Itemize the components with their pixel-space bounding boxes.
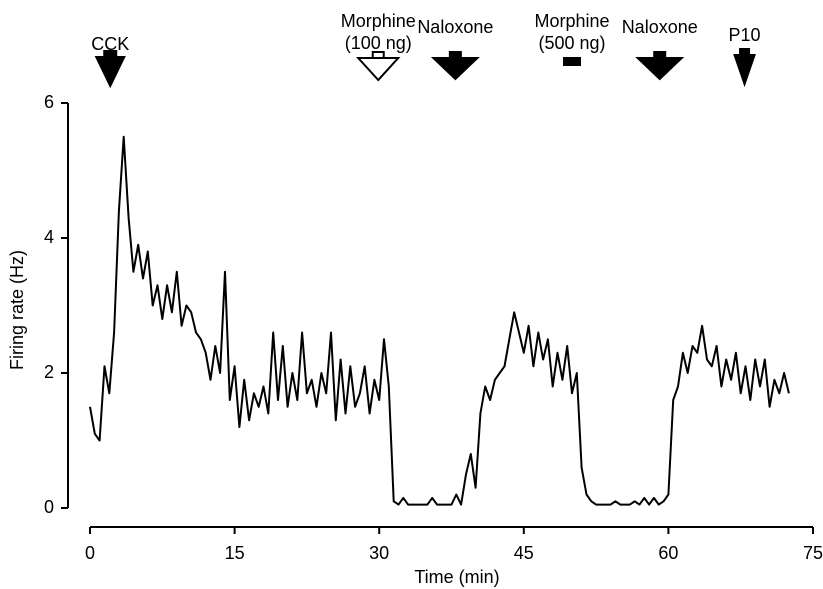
annotation-arrow (430, 57, 480, 81)
y-tick-label: 0 (44, 497, 54, 517)
x-tick-label: 45 (514, 543, 534, 563)
y-tick-label: 2 (44, 362, 54, 382)
annotation-label: Morphine (534, 11, 609, 31)
x-tick-label: 0 (85, 543, 95, 563)
annotation-label: Morphine (341, 11, 416, 31)
y-tick-label: 6 (44, 92, 54, 112)
annotation-label: Naloxone (417, 17, 493, 37)
y-tick-label: 4 (44, 227, 54, 247)
x-tick-label: 30 (369, 543, 389, 563)
annotation-label: (100 ng) (345, 33, 412, 53)
annotation-label: P10 (729, 25, 761, 45)
x-tick-label: 15 (225, 543, 245, 563)
data-line (89, 135, 790, 506)
annotation-arrow (733, 54, 756, 88)
annotation-arrow (94, 56, 126, 89)
annotation-arrow (635, 57, 685, 81)
y-axis-label: Firing rate (Hz) (7, 250, 27, 370)
annotation-label: Naloxone (622, 17, 698, 37)
annotation-bar (563, 57, 581, 66)
x-axis-label: Time (min) (414, 567, 499, 587)
annotation-label: CCK (91, 34, 129, 54)
annotation-arrow (355, 57, 401, 82)
annotation-label: (500 ng) (538, 33, 605, 53)
x-tick-label: 60 (658, 543, 678, 563)
x-tick-label: 75 (803, 543, 823, 563)
